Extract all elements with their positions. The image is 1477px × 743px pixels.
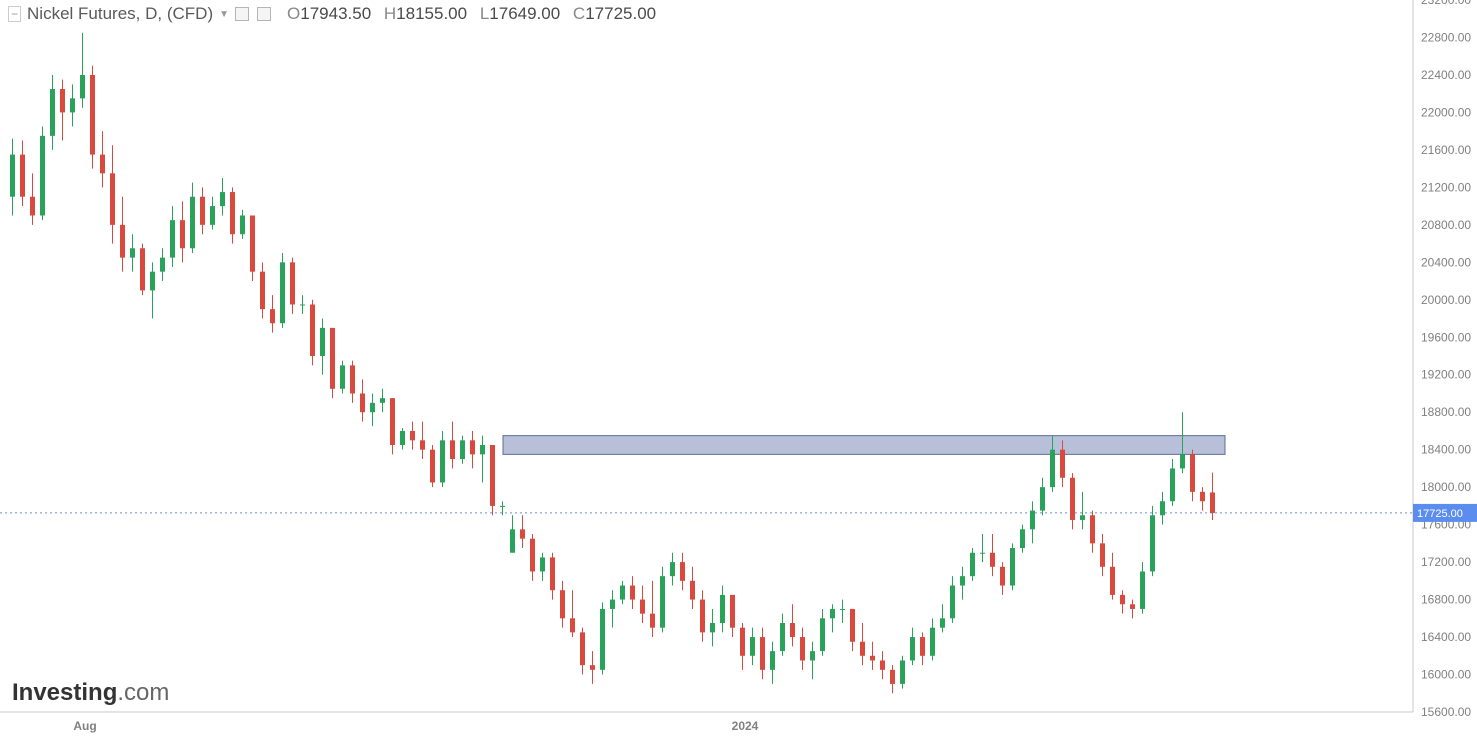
svg-text:16400.00: 16400.00 xyxy=(1421,630,1471,644)
svg-text:16800.00: 16800.00 xyxy=(1421,593,1471,607)
dropdown-icon[interactable]: ▼ xyxy=(219,9,229,20)
eye-icon[interactable] xyxy=(235,7,249,21)
svg-text:17725.00: 17725.00 xyxy=(1417,508,1463,520)
svg-text:18000.00: 18000.00 xyxy=(1421,480,1471,494)
chart-header: − Nickel Futures, D, (CFD) ▼ O17943.50 H… xyxy=(8,4,656,24)
ohlc-readout: O17943.50 H18155.00 L17649.00 C17725.00 xyxy=(279,4,656,24)
svg-text:16000.00: 16000.00 xyxy=(1421,668,1471,682)
svg-text:15600.00: 15600.00 xyxy=(1421,705,1471,719)
svg-text:20000.00: 20000.00 xyxy=(1421,293,1471,307)
svg-text:2024: 2024 xyxy=(732,719,759,733)
svg-text:22800.00: 22800.00 xyxy=(1421,30,1471,44)
svg-text:23200.00: 23200.00 xyxy=(1421,0,1471,7)
svg-text:20800.00: 20800.00 xyxy=(1421,218,1471,232)
chart-container[interactable]: − Nickel Futures, D, (CFD) ▼ O17943.50 H… xyxy=(0,0,1477,743)
svg-text:21600.00: 21600.00 xyxy=(1421,143,1471,157)
svg-text:22000.00: 22000.00 xyxy=(1421,105,1471,119)
svg-text:17200.00: 17200.00 xyxy=(1421,555,1471,569)
svg-text:19200.00: 19200.00 xyxy=(1421,368,1471,382)
svg-text:20400.00: 20400.00 xyxy=(1421,255,1471,269)
svg-text:19600.00: 19600.00 xyxy=(1421,330,1471,344)
settings-icon[interactable] xyxy=(257,7,271,21)
svg-text:Aug: Aug xyxy=(73,719,96,733)
svg-text:22400.00: 22400.00 xyxy=(1421,68,1471,82)
svg-text:18400.00: 18400.00 xyxy=(1421,443,1471,457)
collapse-icon[interactable]: − xyxy=(8,6,21,22)
svg-text:18800.00: 18800.00 xyxy=(1421,405,1471,419)
watermark-logo: Investing.com xyxy=(12,679,169,707)
candlestick-chart[interactable]: 15600.00 16000.00 16400.00 16800.00 17200.00… xyxy=(0,0,1477,743)
svg-text:21200.00: 21200.00 xyxy=(1421,180,1471,194)
symbol-name[interactable]: Nickel Futures, D, (CFD) xyxy=(27,4,213,24)
